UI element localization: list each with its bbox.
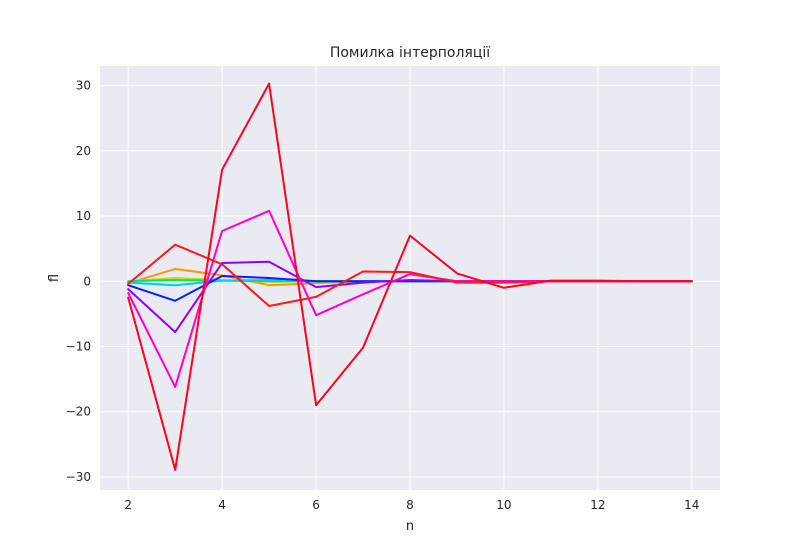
x-tick-label: 4 — [218, 498, 226, 512]
x-tick-label: 2 — [124, 498, 132, 512]
y-axis-label: fl — [47, 274, 62, 282]
y-tick-label: 30 — [76, 79, 91, 93]
y-tick-label: −10 — [66, 339, 91, 353]
y-tick-label: 20 — [76, 144, 91, 158]
x-tick-label: 8 — [406, 498, 414, 512]
y-tick-label: 10 — [76, 209, 91, 223]
x-tick-label: 12 — [590, 498, 605, 512]
x-tick-label: 10 — [496, 498, 511, 512]
x-axis-label: n — [406, 519, 414, 534]
series-line-9 — [127, 82, 693, 471]
y-axis-ticks: −30 −20 −10 0 10 20 30 — [66, 79, 91, 484]
x-tick-label: 14 — [684, 498, 699, 512]
y-tick-label: −30 — [66, 470, 91, 484]
x-axis-ticks: 2 4 6 8 10 12 14 — [124, 498, 699, 512]
y-tick-label: 0 — [83, 274, 91, 288]
y-tick-label: −20 — [66, 405, 91, 419]
chart-title: Помилка інтерполяції — [330, 45, 490, 61]
series-lines — [127, 82, 693, 471]
x-tick-label: 6 — [312, 498, 320, 512]
